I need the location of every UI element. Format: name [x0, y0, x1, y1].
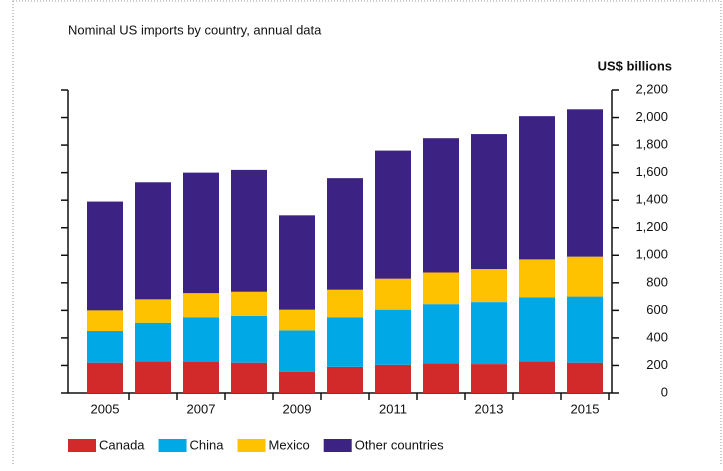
bar-segment: [231, 169, 267, 292]
bar-segment: [471, 134, 507, 270]
bar-segment: [567, 256, 603, 297]
x-tick-label: 2007: [187, 401, 216, 416]
bar-segment: [471, 364, 507, 393]
y-tick-label: 400: [646, 329, 668, 344]
bar-segment: [519, 259, 555, 298]
bar-segment: [231, 315, 267, 363]
bar-segment: [87, 331, 123, 363]
bar-segment: [135, 299, 171, 323]
bar-segment: [231, 362, 267, 393]
legend-swatch: [68, 439, 96, 452]
bar-segment: [279, 371, 315, 393]
bar-segment: [183, 362, 219, 393]
y-axis-label: US$ billions: [598, 58, 672, 73]
bar-segment: [183, 293, 219, 318]
bar-segment: [567, 109, 603, 257]
y-tick-label: 800: [646, 274, 668, 289]
bar-segment: [87, 201, 123, 311]
bar-segment: [279, 309, 315, 331]
bar-segment: [471, 302, 507, 365]
bar-segment: [567, 296, 603, 363]
y-tick-label: 600: [646, 302, 668, 317]
bar-segment: [279, 330, 315, 372]
bar-segment: [375, 309, 411, 365]
bar-segment: [327, 366, 363, 393]
bar-segment: [375, 150, 411, 279]
bar-segment: [519, 297, 555, 362]
y-tick-label: 1,800: [635, 137, 668, 152]
chart-subtitle: Nominal US imports by country, annual da…: [68, 22, 322, 37]
x-tick-label: 2013: [475, 401, 504, 416]
y-tick-label: 0: [661, 384, 668, 399]
legend-swatch: [237, 439, 266, 452]
bar-segment: [423, 272, 459, 305]
bar-segment: [183, 172, 219, 294]
bar-segment: [375, 364, 411, 393]
bar-segment: [471, 269, 507, 303]
bar-segment: [279, 215, 315, 310]
y-tick-label: 200: [646, 357, 668, 372]
bar-segment: [567, 362, 603, 393]
bar-segment: [231, 291, 267, 316]
legend-swatch: [323, 439, 352, 452]
y-tick-label: 2,000: [635, 109, 668, 124]
bar-segment: [375, 278, 411, 310]
x-tick-label: 2009: [283, 401, 312, 416]
bar-segment: [423, 363, 459, 393]
bar-segment: [519, 116, 555, 260]
bar-segment: [519, 361, 555, 393]
legend-swatch: [158, 439, 187, 452]
x-tick-label: 2011: [379, 401, 407, 416]
bar-segment: [327, 317, 363, 367]
bar-segment: [327, 289, 363, 318]
bar-segment: [135, 322, 171, 362]
bar-segment: [183, 317, 219, 363]
bar-segment: [423, 304, 459, 364]
y-tick-label: 1,400: [635, 192, 668, 207]
bar-segment: [87, 362, 123, 393]
legend-label: China: [190, 437, 225, 452]
bar-segment: [327, 178, 363, 290]
legend-label: Mexico: [269, 437, 310, 452]
legend-label: Canada: [99, 437, 145, 452]
legend-label: Other countries: [355, 437, 444, 452]
x-tick-label: 2005: [91, 401, 120, 416]
y-tick-label: 1,200: [635, 219, 668, 234]
y-tick-label: 1,600: [635, 164, 668, 179]
bar-segment: [135, 361, 171, 393]
x-tick-label: 2015: [571, 401, 600, 416]
y-tick-label: 2,200: [635, 81, 668, 96]
bar-segment: [135, 182, 171, 300]
bar-segment: [87, 310, 123, 332]
bar-segment: [423, 138, 459, 273]
y-tick-label: 1,000: [635, 247, 668, 262]
frame: [12, 0, 722, 471]
